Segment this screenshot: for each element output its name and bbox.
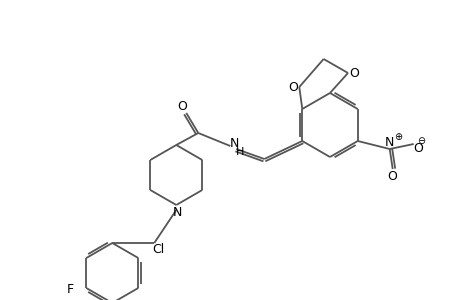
Text: O: O: [386, 170, 396, 184]
Text: ⊖: ⊖: [416, 136, 424, 146]
Text: N: N: [229, 136, 239, 149]
Text: ⊕: ⊕: [393, 132, 401, 142]
Text: O: O: [288, 80, 297, 94]
Text: N: N: [172, 206, 182, 220]
Text: H: H: [235, 147, 244, 157]
Text: O: O: [412, 142, 422, 154]
Text: N: N: [384, 136, 393, 148]
Text: O: O: [177, 100, 187, 112]
Text: F: F: [67, 284, 74, 296]
Text: O: O: [348, 67, 358, 80]
Text: Cl: Cl: [152, 244, 164, 256]
